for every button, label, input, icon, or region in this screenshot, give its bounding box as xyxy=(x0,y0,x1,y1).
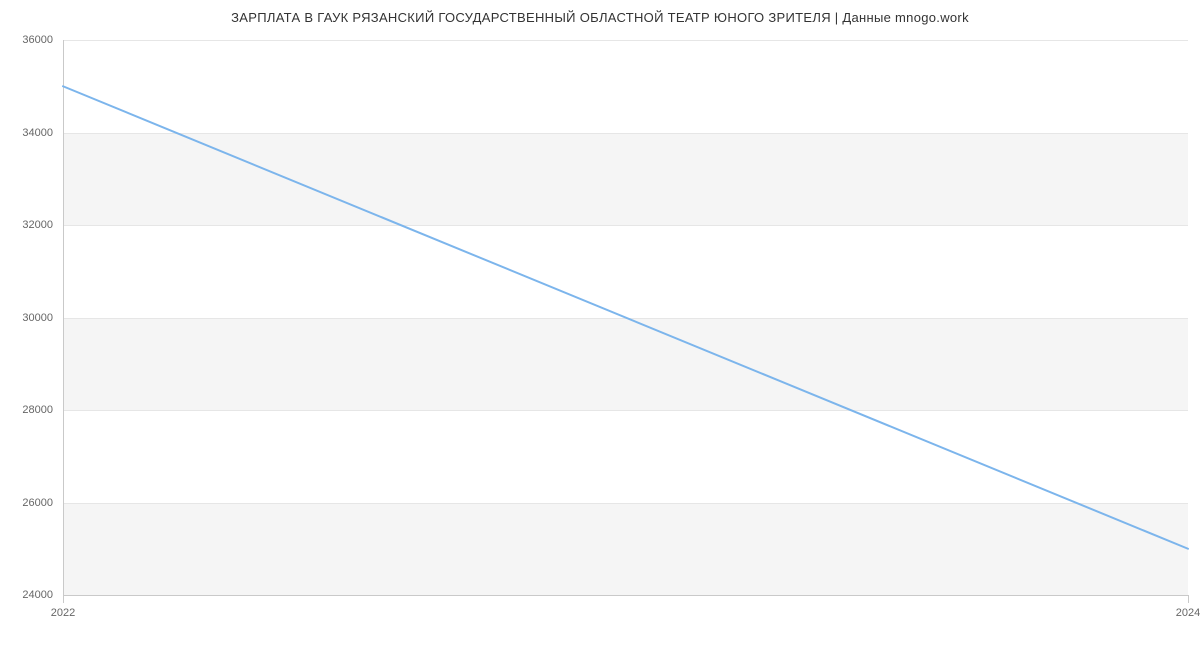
series-svg xyxy=(63,40,1188,595)
x-axis-line xyxy=(63,595,1188,596)
series-line-salary xyxy=(63,86,1188,549)
y-tick-label: 34000 xyxy=(0,127,53,139)
y-tick-label: 30000 xyxy=(0,312,53,324)
y-tick-label: 32000 xyxy=(0,219,53,231)
x-tick-mark xyxy=(63,595,64,603)
y-tick-label: 26000 xyxy=(0,497,53,509)
y-tick-label: 24000 xyxy=(0,589,53,601)
chart-title: ЗАРПЛАТА В ГАУК РЯЗАНСКИЙ ГОСУДАРСТВЕННЫ… xyxy=(0,10,1200,25)
y-tick-label: 28000 xyxy=(0,404,53,416)
x-tick-mark xyxy=(1188,595,1189,603)
x-tick-label: 2024 xyxy=(1176,607,1200,619)
chart-container: ЗАРПЛАТА В ГАУК РЯЗАНСКИЙ ГОСУДАРСТВЕННЫ… xyxy=(0,0,1200,650)
x-tick-label: 2022 xyxy=(51,607,75,619)
plot-area xyxy=(63,40,1188,595)
y-tick-label: 36000 xyxy=(0,34,53,46)
